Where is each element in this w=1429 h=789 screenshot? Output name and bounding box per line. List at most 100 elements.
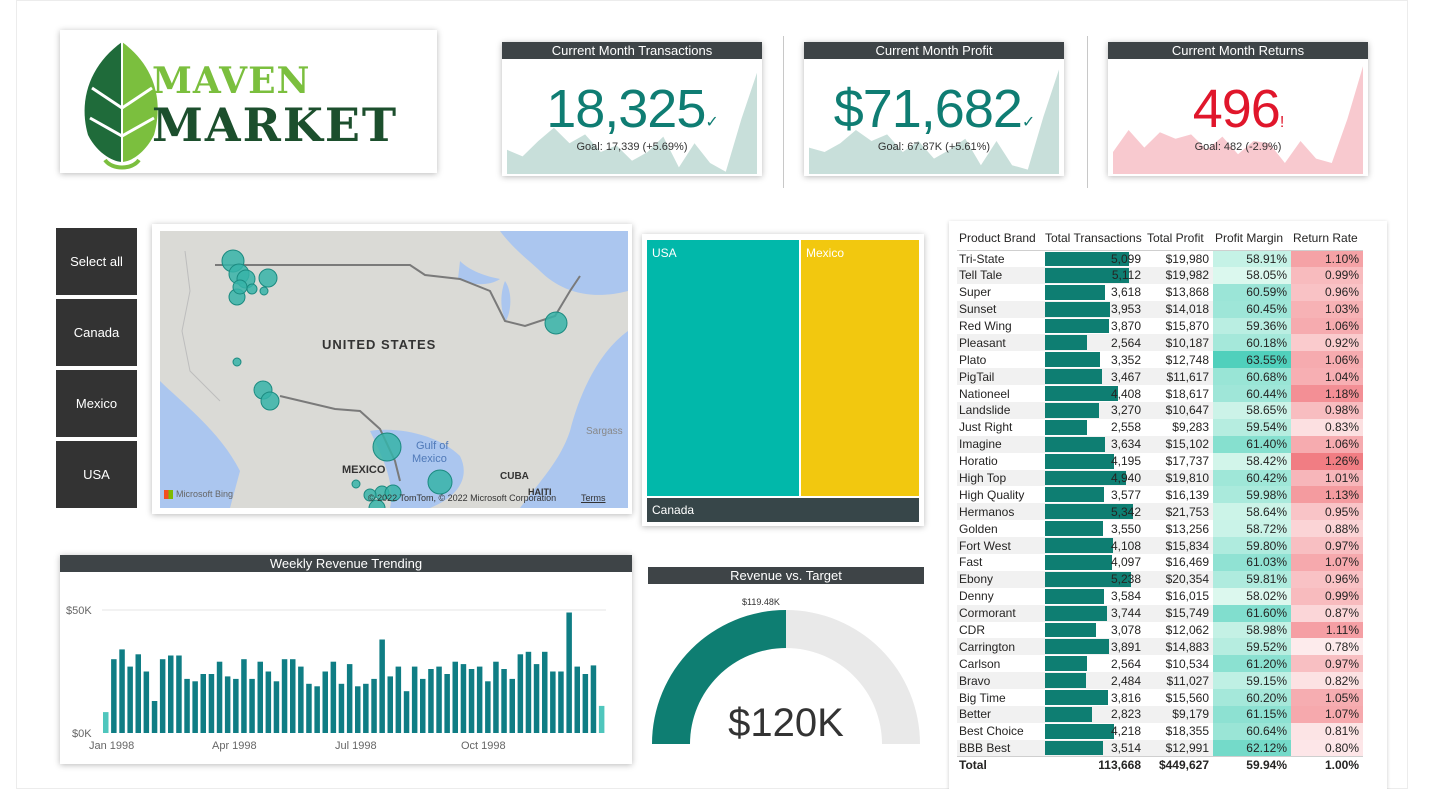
- table-row[interactable]: Imagine 3,634 $15,102 61.40% 1.06%: [957, 435, 1363, 453]
- revenue-bar[interactable]: [184, 678, 190, 733]
- revenue-bar[interactable]: [525, 651, 532, 733]
- revenue-bar[interactable]: [533, 664, 540, 733]
- revenue-bar[interactable]: [598, 705, 605, 733]
- revenue-bar[interactable]: [111, 659, 117, 733]
- revenue-bar[interactable]: [314, 686, 320, 733]
- revenue-bar[interactable]: [119, 649, 125, 733]
- revenue-bar[interactable]: [509, 678, 516, 733]
- revenue-bar[interactable]: [290, 659, 296, 733]
- table-row[interactable]: Sunset 3,953 $14,018 60.45% 1.03%: [957, 300, 1363, 318]
- table-row[interactable]: Tell Tale 5,112 $19,982 58.05% 0.99%: [957, 266, 1363, 284]
- table-row[interactable]: Red Wing 3,870 $15,870 59.36% 1.06%: [957, 317, 1363, 335]
- table-row[interactable]: Super 3,618 $13,868 60.59% 0.96%: [957, 283, 1363, 301]
- revenue-bar[interactable]: [501, 669, 507, 733]
- revenue-bar[interactable]: [566, 612, 572, 734]
- slicer-canada[interactable]: Canada: [56, 299, 137, 366]
- revenue-bar[interactable]: [517, 654, 524, 733]
- revenue-bar[interactable]: [281, 659, 288, 733]
- table-row[interactable]: Fort West 4,108 $15,834 59.80% 0.97%: [957, 537, 1363, 555]
- revenue-bar[interactable]: [460, 664, 467, 733]
- map-canvas[interactable]: UNITED STATES MEXICO Gulf of Mexico CUBA…: [160, 231, 628, 508]
- table-row[interactable]: CDR 3,078 $12,062 58.98% 1.11%: [957, 621, 1363, 639]
- revenue-bar[interactable]: [550, 671, 556, 734]
- revenue-bar[interactable]: [127, 666, 133, 733]
- revenue-bar[interactable]: [192, 681, 198, 733]
- revenue-bar[interactable]: [371, 678, 377, 733]
- header-total-transactions[interactable]: Total Transactions: [1043, 227, 1145, 251]
- slicer-usa[interactable]: USA: [56, 441, 137, 508]
- revenue-bar[interactable]: [200, 674, 207, 733]
- revenue-bar[interactable]: [338, 683, 345, 733]
- table-row[interactable]: Better 2,823 $9,179 61.15% 1.07%: [957, 706, 1363, 723]
- table-row[interactable]: Fast 4,097 $16,469 61.03% 1.07%: [957, 554, 1363, 571]
- revenue-bar[interactable]: [298, 666, 304, 733]
- header-product-brand[interactable]: Product Brand: [957, 227, 1043, 251]
- revenue-bar[interactable]: [330, 661, 337, 733]
- revenue-bar[interactable]: [485, 681, 491, 733]
- revenue-bar[interactable]: [208, 674, 215, 733]
- revenue-bar[interactable]: [151, 701, 158, 733]
- table-row[interactable]: Denny 3,584 $16,015 58.02% 0.99%: [957, 587, 1363, 605]
- revenue-bar[interactable]: [233, 678, 239, 733]
- table-row[interactable]: Carlson 2,564 $10,534 61.20% 0.97%: [957, 655, 1363, 673]
- revenue-bar[interactable]: [168, 655, 174, 734]
- revenue-bar[interactable]: [387, 676, 394, 733]
- table-row[interactable]: Bravo 2,484 $11,027 59.15% 0.82%: [957, 672, 1363, 690]
- treemap-mexico[interactable]: Mexico: [801, 240, 919, 496]
- table-row[interactable]: Tri-State 5,099 $19,980 58.91% 1.10%: [957, 250, 1363, 267]
- table-row[interactable]: Plato 3,352 $12,748 63.55% 1.06%: [957, 351, 1363, 369]
- table-row[interactable]: Hermanos 5,342 $21,753 58.64% 0.95%: [957, 503, 1363, 521]
- revenue-bar[interactable]: [476, 666, 483, 733]
- table-row[interactable]: Pleasant 2,564 $10,187 60.18% 0.92%: [957, 334, 1363, 352]
- revenue-bar[interactable]: [241, 659, 247, 733]
- revenue-bar[interactable]: [444, 674, 450, 733]
- revenue-bar[interactable]: [273, 681, 280, 733]
- revenue-bar[interactable]: [574, 666, 581, 733]
- revenue-bar[interactable]: [558, 671, 564, 734]
- revenue-bar[interactable]: [363, 683, 369, 733]
- revenue-bar[interactable]: [379, 639, 385, 734]
- table-row[interactable]: PigTail 3,467 $11,617 60.68% 1.04%: [957, 368, 1363, 386]
- header-return-rate[interactable]: Return Rate: [1291, 227, 1363, 251]
- table-row[interactable]: Landslide 3,270 $10,647 58.65% 0.98%: [957, 402, 1363, 419]
- revenue-bar[interactable]: [411, 666, 418, 733]
- revenue-bar[interactable]: [322, 671, 329, 734]
- table-row[interactable]: Cormorant 3,744 $15,749 61.60% 0.87%: [957, 604, 1363, 622]
- slicer-mexico[interactable]: Mexico: [56, 370, 137, 437]
- revenue-bar[interactable]: [582, 674, 589, 733]
- revenue-bar[interactable]: [159, 659, 166, 733]
- revenue-bar[interactable]: [452, 661, 459, 733]
- revenue-bar[interactable]: [346, 664, 353, 733]
- table-row[interactable]: Nationeel 4,408 $18,617 60.44% 1.18%: [957, 385, 1363, 403]
- table-row[interactable]: BBB Best 3,514 $12,991 62.12% 0.80%: [957, 739, 1363, 757]
- revenue-bar[interactable]: [436, 666, 442, 733]
- revenue-bar[interactable]: [135, 654, 142, 733]
- slicer-select-all[interactable]: Select all: [56, 228, 137, 295]
- table-row[interactable]: Carrington 3,891 $14,883 59.52% 0.78%: [957, 638, 1363, 656]
- header-total-profit[interactable]: Total Profit: [1145, 227, 1213, 251]
- revenue-bar[interactable]: [249, 678, 255, 733]
- revenue-bar[interactable]: [143, 671, 150, 734]
- revenue-bar[interactable]: [428, 669, 434, 733]
- revenue-bar[interactable]: [257, 661, 264, 733]
- table-row[interactable]: Ebony 5,238 $20,354 59.81% 0.96%: [957, 570, 1363, 588]
- revenue-bar[interactable]: [216, 661, 223, 733]
- revenue-bar[interactable]: [103, 712, 109, 733]
- table-row[interactable]: Horatio 4,195 $17,737 58.42% 1.26%: [957, 452, 1363, 470]
- treemap-usa[interactable]: USA: [647, 240, 799, 496]
- revenue-bar[interactable]: [395, 666, 402, 733]
- revenue-bar[interactable]: [224, 676, 231, 733]
- store-map[interactable]: UNITED STATES MEXICO Gulf of Mexico CUBA…: [152, 224, 632, 514]
- table-row[interactable]: Golden 3,550 $13,256 58.72% 0.88%: [957, 520, 1363, 538]
- header-profit-margin[interactable]: Profit Margin: [1213, 227, 1291, 251]
- revenue-bar[interactable]: [403, 691, 410, 733]
- table-row[interactable]: Just Right 2,558 $9,283 59.54% 0.83%: [957, 418, 1363, 436]
- table-row[interactable]: High Top 4,940 $19,810 60.42% 1.01%: [957, 469, 1363, 487]
- revenue-bar[interactable]: [176, 655, 182, 734]
- revenue-bar[interactable]: [265, 671, 272, 734]
- revenue-bar[interactable]: [493, 661, 499, 733]
- revenue-bar[interactable]: [468, 669, 475, 733]
- revenue-bar[interactable]: [542, 651, 548, 733]
- revenue-bar[interactable]: [306, 683, 312, 733]
- revenue-bar[interactable]: [590, 665, 597, 733]
